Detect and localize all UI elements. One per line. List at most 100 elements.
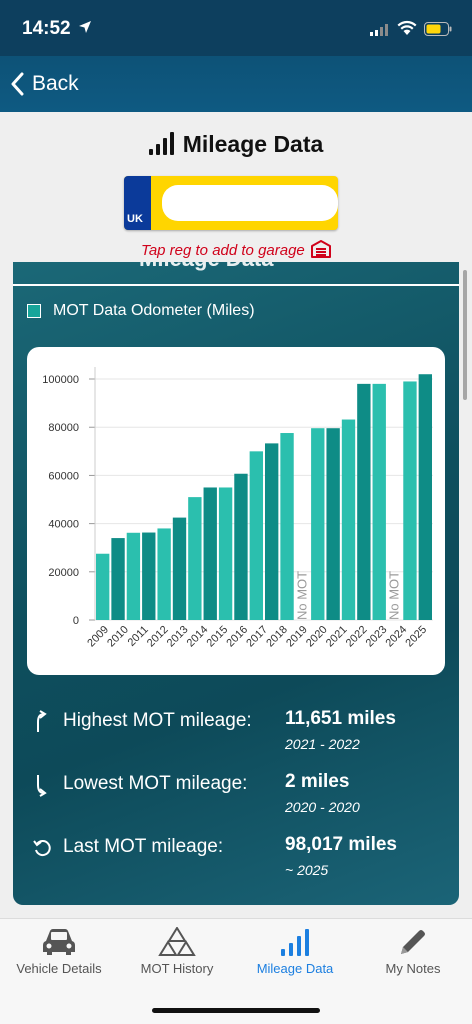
car-icon: [43, 929, 75, 955]
status-bar: 14:52: [0, 0, 472, 56]
stat-highest: Highest MOT mileage: 11,651 miles 2021 -…: [13, 702, 459, 762]
chart-legend[interactable]: MOT Data Odometer (Miles): [27, 302, 255, 320]
plate-country-band: UK: [124, 176, 151, 230]
bar: [96, 553, 110, 620]
x-tick-label: 2019: [284, 624, 310, 650]
bar: [341, 419, 356, 620]
no-mot-label: No MOT: [294, 571, 309, 620]
stat-lowest: Lowest MOT mileage: 2 miles 2020 - 2020: [13, 765, 459, 825]
home-indicator: [152, 1008, 320, 1013]
no-mot-label: No MOT: [387, 571, 402, 620]
x-tick-label: 2021: [324, 624, 350, 650]
status-time: 14:52: [22, 18, 71, 39]
x-tick-label: 2013: [165, 624, 191, 650]
location-arrow-icon: [79, 21, 91, 33]
stat-highest-period: 2021 - 2022: [285, 736, 360, 752]
x-tick-label: 2012: [145, 624, 171, 650]
y-tick-label: 100000: [42, 374, 79, 386]
plate-country-code: UK: [127, 213, 143, 225]
registration-plate[interactable]: UK: [124, 176, 338, 230]
y-tick-label: 40000: [48, 519, 79, 531]
bar: [188, 497, 202, 620]
tab-vehicle-details[interactable]: Vehicle Details: [0, 927, 118, 993]
legend-label: MOT Data Odometer (Miles): [53, 302, 255, 319]
card-title: Mileage Data: [139, 262, 274, 272]
bar: [111, 538, 125, 620]
x-tick-label: 2015: [205, 624, 231, 650]
add-to-garage-hint[interactable]: Tap reg to add to garage: [0, 240, 472, 259]
x-tick-label: 2023: [364, 624, 390, 650]
x-tick-label: 2018: [264, 624, 290, 650]
mot-triangle-icon: [158, 927, 196, 956]
x-tick-label: 2017: [244, 624, 270, 650]
bar: [418, 374, 432, 620]
history-icon: [33, 840, 51, 857]
arrow-up-icon: [37, 710, 47, 732]
bar: [203, 487, 217, 620]
stat-last-value: 98,017 miles: [285, 834, 397, 855]
page-title: Mileage Data: [182, 130, 324, 157]
cellular-signal-icon: [370, 24, 388, 36]
tab-mot-history[interactable]: MOT History: [118, 927, 236, 993]
pencil-icon: [401, 930, 425, 954]
bar: [280, 433, 294, 620]
x-tick-label: 2010: [105, 624, 131, 650]
stat-last-period: ~ 2025: [285, 862, 329, 878]
bar: [172, 517, 187, 620]
arrow-down-icon: [37, 775, 47, 797]
back-button[interactable]: Back: [10, 68, 79, 100]
bar: [234, 473, 248, 620]
scrollbar[interactable]: [463, 270, 467, 400]
back-label: Back: [32, 72, 79, 95]
mileage-card: Mileage Data MOT Data Odometer (Miles) 0…: [13, 262, 459, 905]
bar: [372, 383, 386, 620]
tab-mot-history-label: MOT History: [140, 961, 214, 976]
bar: [249, 451, 263, 620]
x-tick-label: 2022: [344, 624, 370, 650]
chevron-left-icon: [11, 72, 24, 96]
signal-bars-icon: [281, 929, 309, 956]
y-tick-label: 0: [73, 615, 79, 627]
stat-lowest-period: 2020 - 2020: [285, 799, 360, 815]
x-tick-label: 2024: [383, 624, 409, 650]
bar: [142, 532, 156, 620]
tab-mileage-data[interactable]: Mileage Data: [236, 927, 354, 993]
stat-highest-value: 11,651 miles: [285, 708, 396, 729]
mileage-chart: 0 20000 40000 60000 80000 100000 No MOT No MOT 2…: [27, 347, 445, 675]
bar: [218, 487, 233, 620]
stat-lowest-value: 2 miles: [285, 771, 350, 792]
stat-last: Last MOT mileage: 98,017 miles ~ 2025: [13, 828, 459, 888]
y-tick-label: 20000: [48, 567, 79, 579]
bar: [126, 532, 141, 620]
battery-icon: [424, 22, 452, 36]
x-tick-label: 2025: [403, 624, 429, 650]
tab-my-notes[interactable]: My Notes: [354, 927, 472, 993]
bar: [157, 528, 171, 620]
wifi-icon: [397, 20, 417, 35]
bar: [357, 383, 371, 620]
tab-bar: Vehicle Details MOT History Mileage Data…: [0, 918, 472, 1024]
x-tick-label: 2014: [185, 624, 211, 650]
x-tick-label: 2016: [224, 624, 250, 650]
x-tick-label: 2020: [304, 624, 330, 650]
y-tick-label: 60000: [48, 470, 79, 482]
stat-lowest-label: Lowest MOT mileage:: [63, 773, 248, 794]
stat-highest-label: Highest MOT mileage:: [63, 710, 252, 731]
bar: [326, 428, 340, 620]
tab-my-notes-label: My Notes: [385, 961, 441, 976]
card-divider: [13, 284, 459, 286]
bar: [403, 381, 417, 620]
tab-vehicle-details-label: Vehicle Details: [16, 961, 102, 976]
stat-last-label: Last MOT mileage:: [63, 836, 224, 857]
signal-bars-icon: [148, 132, 174, 155]
page-title-row: Mileage Data: [0, 128, 472, 160]
garage-icon: [310, 240, 331, 258]
bar: [311, 428, 325, 620]
y-tick-label: 80000: [48, 422, 79, 434]
plate-redaction: [162, 185, 338, 221]
navigation-bar: Back: [0, 56, 472, 112]
bar: [265, 443, 279, 620]
legend-swatch: [27, 304, 41, 318]
tab-mileage-data-label: Mileage Data: [256, 961, 334, 976]
